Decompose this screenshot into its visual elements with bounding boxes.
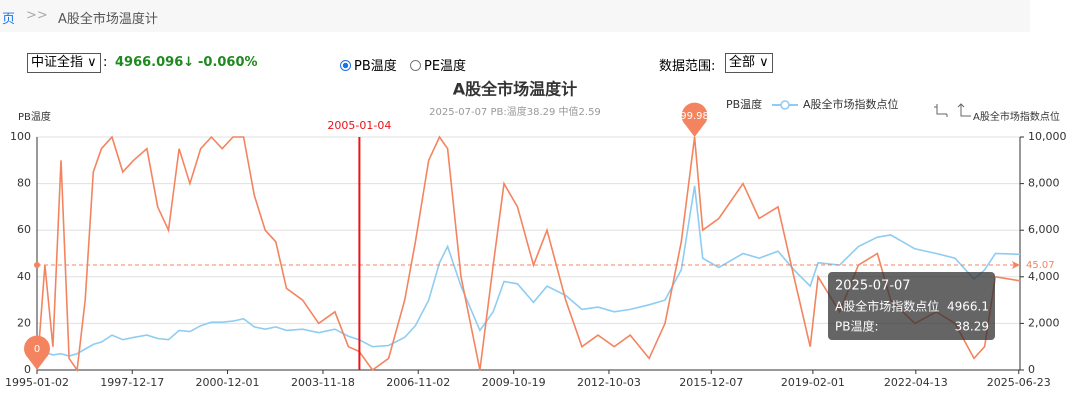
y-tick-label: 40 <box>17 270 31 283</box>
breadcrumb-separator: >> <box>26 8 48 23</box>
chart-subtitle: 2025-07-07 PB:温度38.29 中值2.59 <box>429 105 601 118</box>
pin-label-min: 0 <box>34 344 40 355</box>
pin-min <box>24 335 50 370</box>
average-start <box>34 261 40 268</box>
tooltip-value: 38.29 <box>955 320 989 334</box>
tooltip-date: 2025-07-07 <box>835 279 911 294</box>
index-select-text: 中证全指 <box>31 55 84 70</box>
mark-line-label: 2005-01-04 <box>327 119 391 132</box>
radio-pb-label: PB温度 <box>354 59 397 74</box>
average-label: 45.07 <box>1026 260 1055 271</box>
y-tick-label: 0 <box>24 363 31 376</box>
radio-pe-label: PE温度 <box>424 59 467 74</box>
chart-title: A股全市场温度计 <box>453 80 577 99</box>
breadcrumb-current: A股全市场温度计 <box>58 12 158 27</box>
tooltip-label: A股全市场指数点位 <box>835 299 939 314</box>
index-value: 4966.096↓ <box>115 55 195 70</box>
y-tick-label: 80 <box>17 177 31 190</box>
y-axis-label: PB温度 <box>18 110 51 123</box>
range-select-text: 全部 <box>729 55 756 70</box>
x-tick-label: 2000-12-01 <box>196 376 260 389</box>
toolbox[interactable] <box>934 103 971 117</box>
y-tick-label: 100 <box>10 130 31 143</box>
x-tick-label: 2006-11-02 <box>386 376 450 389</box>
pin-label-max: 99.98 <box>680 111 709 122</box>
x-tick-label: 2012-10-03 <box>577 376 641 389</box>
tooltip-box <box>828 272 995 340</box>
range-label: 数据范围: <box>659 59 716 74</box>
breadcrumb-bar: 页 >> A股全市场温度计 <box>0 0 1030 32</box>
range-select[interactable]: 全部 ∨ <box>725 53 773 73</box>
y2-tick-label: 0 <box>1028 363 1035 376</box>
y2-tick-label: 8,000 <box>1028 177 1060 190</box>
colon: : <box>103 55 108 70</box>
series-line <box>36 135 1021 373</box>
legend-label: A股全市场指数点位 <box>803 97 899 111</box>
index-select[interactable]: 中证全指 ∨ <box>27 53 101 73</box>
legend-dot <box>780 100 790 110</box>
x-tick-label: 2015-12-07 <box>679 376 743 389</box>
y-tick-label: 20 <box>17 316 31 329</box>
average-arrow <box>1012 260 1020 269</box>
x-tick-label: 1995-01-02 <box>5 376 69 389</box>
x-tick-label: 2009-10-19 <box>482 376 546 389</box>
x-tick-label: 2019-02-01 <box>781 376 845 389</box>
y2-axis-label: A股全市场指数点位 <box>973 110 1060 123</box>
tooltip-label: PB温度: <box>835 319 879 334</box>
y2-tick-label: 2,000 <box>1028 316 1060 329</box>
x-tick-label: 2025-06-23 <box>987 376 1051 389</box>
radio-pb[interactable]: PB温度 <box>340 55 397 74</box>
y2-tick-label: 10,000 <box>1028 130 1067 143</box>
x-tick-label: 2022-04-13 <box>884 376 948 389</box>
series-line <box>36 185 1021 357</box>
restore-icon[interactable] <box>957 103 971 117</box>
radio-pe[interactable]: PE温度 <box>410 55 466 74</box>
y2-tick-label: 6,000 <box>1028 223 1060 236</box>
legend-label: PB温度 <box>726 97 762 111</box>
index-change: -0.060% <box>198 55 258 70</box>
tooltip-value: 4966.1 <box>947 300 989 314</box>
pin-max <box>681 102 708 138</box>
x-tick-label: 1997-12-17 <box>100 376 164 389</box>
breadcrumb-home[interactable]: 页 <box>2 12 16 27</box>
y-tick-label: 60 <box>17 223 31 236</box>
y2-tick-label: 4,000 <box>1028 270 1060 283</box>
zoom-icon[interactable] <box>934 104 948 117</box>
x-tick-label: 2003-11-18 <box>291 376 355 389</box>
